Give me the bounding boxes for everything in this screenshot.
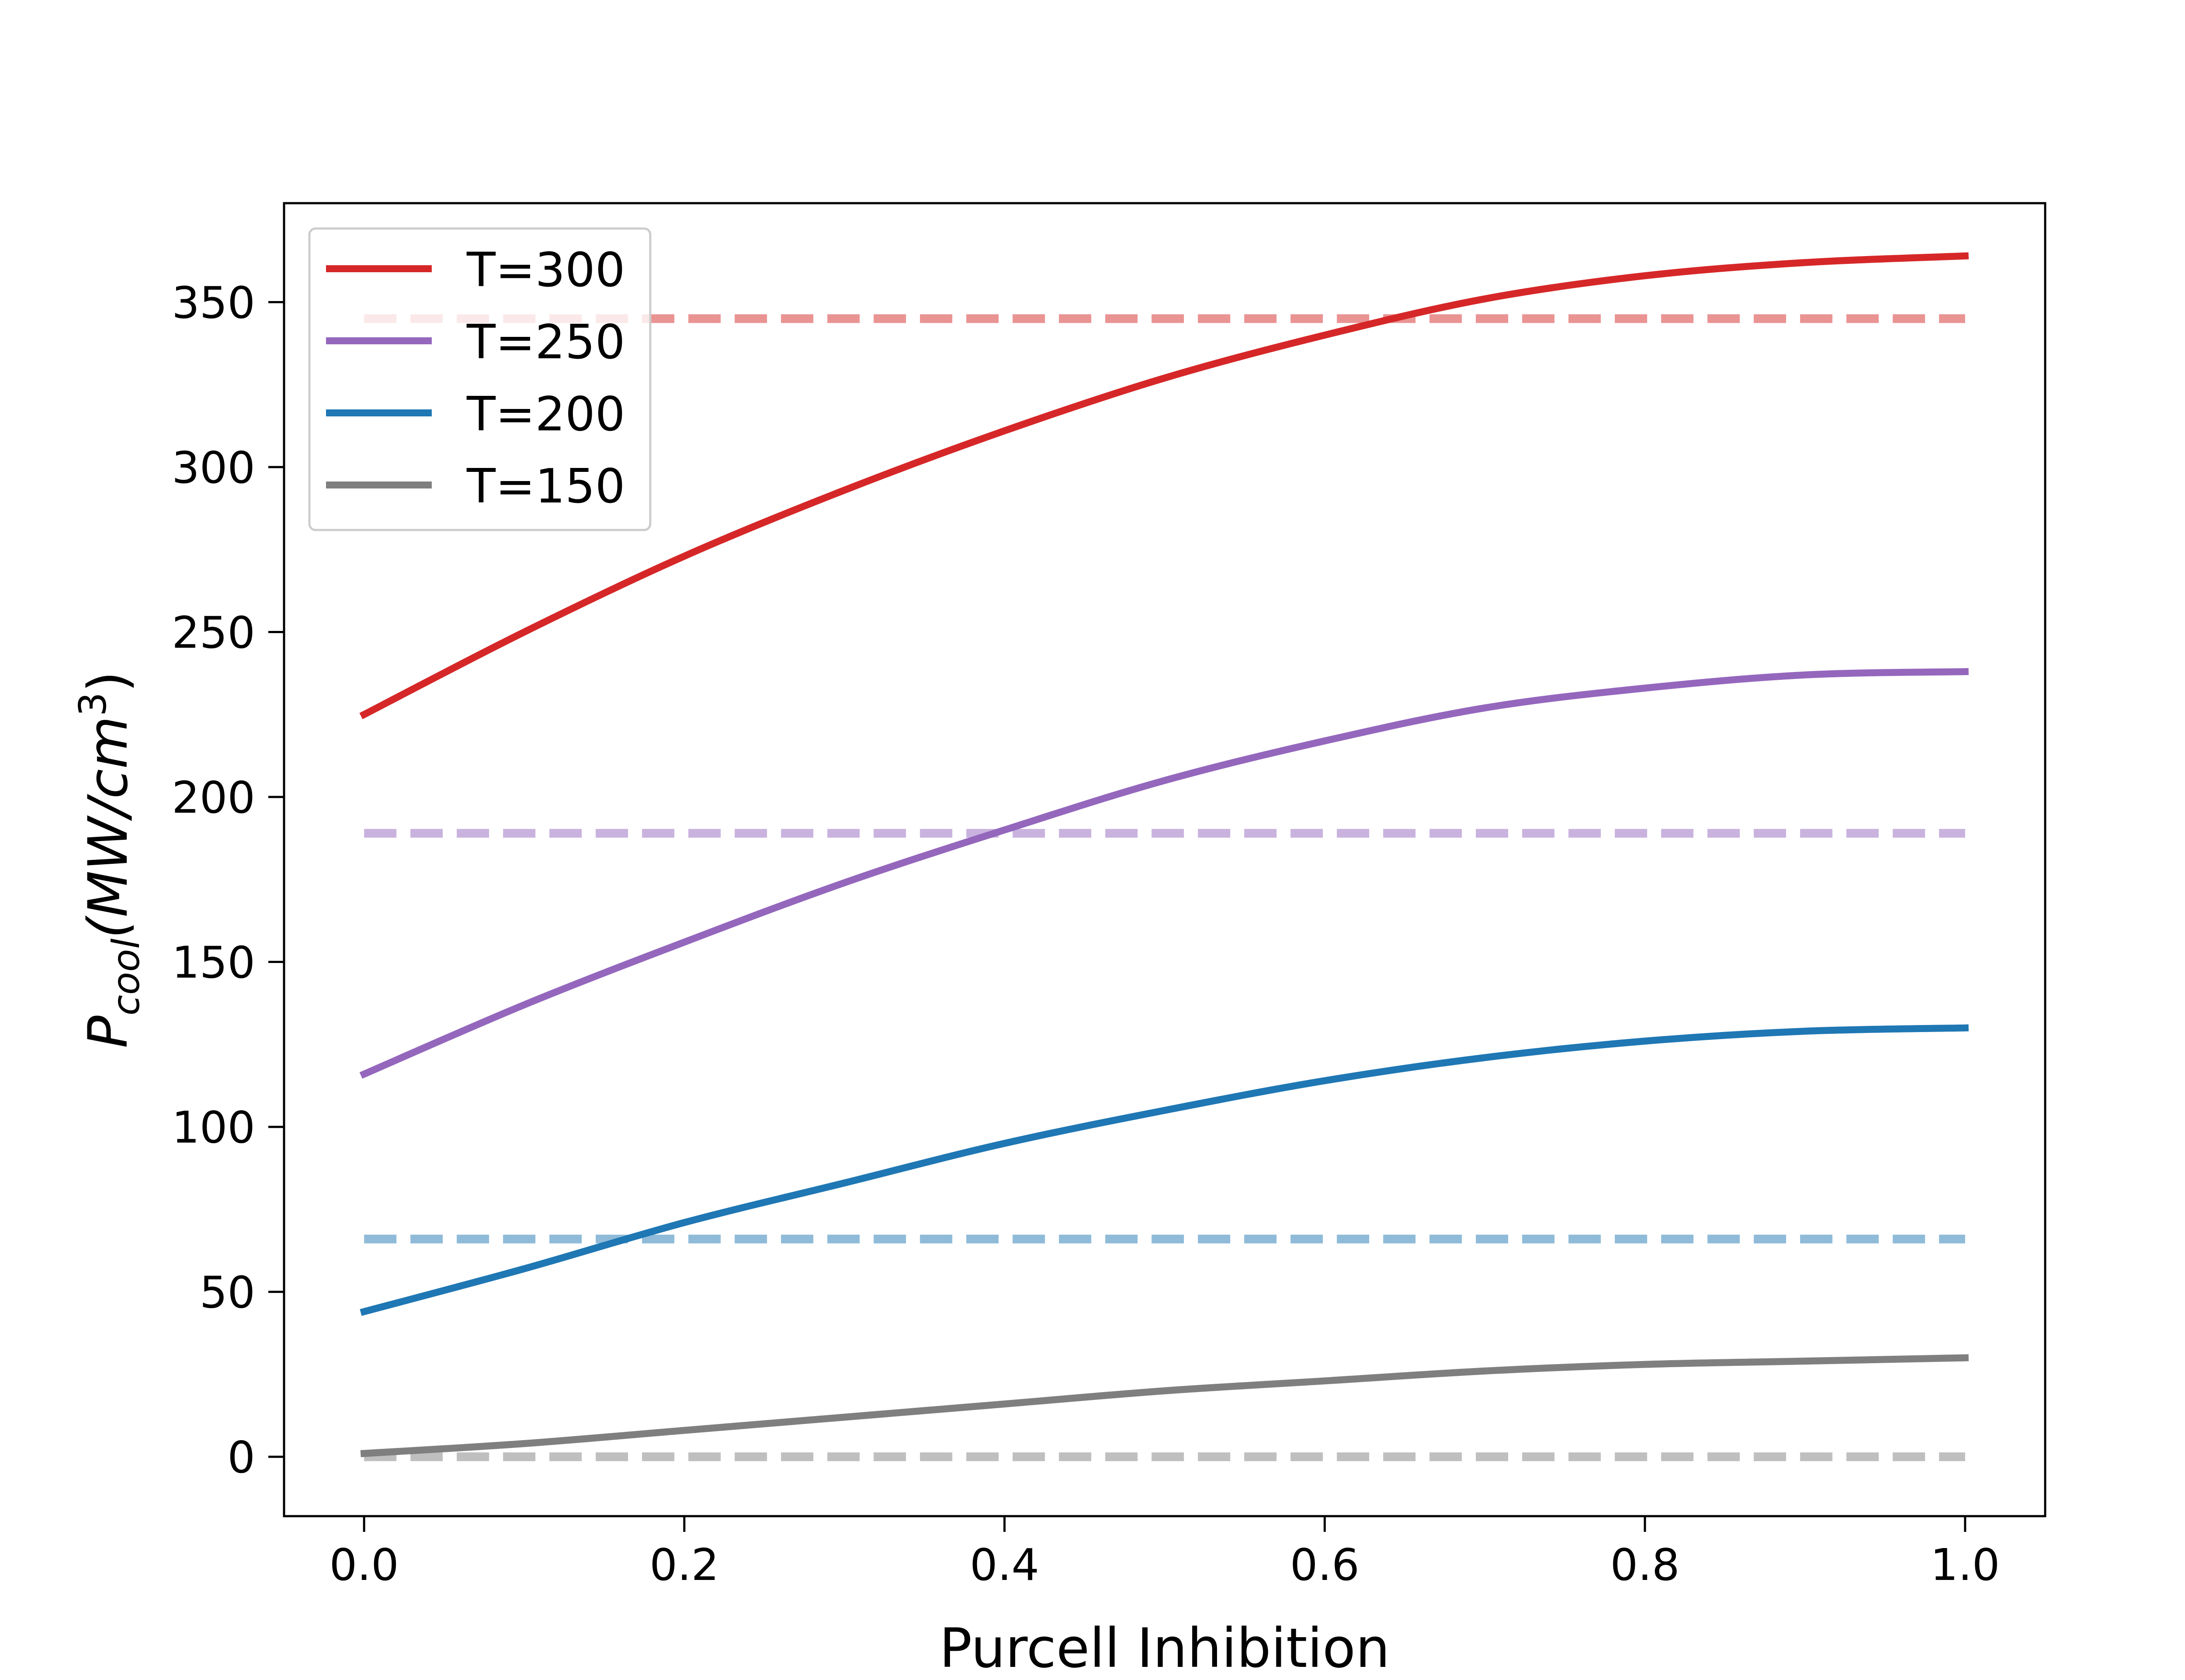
series-lines [359,252,1969,1458]
x-tick-label: 0.4 [970,1539,1039,1590]
x-tick-label: 0.6 [1290,1539,1360,1590]
y-axis-label-superscript: 3 [71,692,115,716]
x-tick-label: 0.8 [1610,1539,1680,1590]
y-axis-label: Pcool(MW/cm3) [71,671,148,1048]
y-axis-ticks: 0 50 100 150 200 250 300 350 [172,277,284,1483]
series-line-t-300 [359,252,1969,720]
y-axis-label-units: (MW/cm [77,716,140,939]
y-tick-label: 300 [172,442,255,493]
baseline-lines [364,314,1965,1462]
plot-frame [283,202,2046,1517]
series-line-t-250 [359,668,1969,1079]
x-tick-label: 1.0 [1930,1539,2000,1590]
legend: T=300 T=250 T=200 T=150 [308,227,652,531]
x-tick-label: 0.0 [329,1539,399,1590]
y-tick-label: 250 [172,607,255,658]
legend-box [308,227,652,531]
y-tick-label: 100 [172,1102,255,1153]
x-axis-ticks: 0.0 0.2 0.4 0.6 0.8 1.0 [329,1516,2000,1590]
y-tick-label: 200 [172,772,255,823]
y-axis-label-subscript: cool [104,939,148,1016]
x-axis-label: Purcell Inhibition [939,1617,1390,1678]
series-line-t-150 [360,1354,1969,1458]
y-axis-label-close: ) [77,671,140,692]
y-tick-label: 350 [172,277,255,329]
x-tick-label: 0.2 [649,1539,719,1590]
legend-label: T=300 [466,243,625,298]
legend-label: T=200 [466,387,625,442]
y-tick-label: 50 [200,1267,255,1318]
legend-label: T=150 [466,459,625,514]
series-line-t-200 [360,1024,1969,1316]
y-tick-label: 0 [227,1432,255,1483]
y-tick-label: 150 [172,937,255,988]
y-axis-label-base: P [77,1015,140,1048]
legend-label: T=250 [466,315,625,370]
